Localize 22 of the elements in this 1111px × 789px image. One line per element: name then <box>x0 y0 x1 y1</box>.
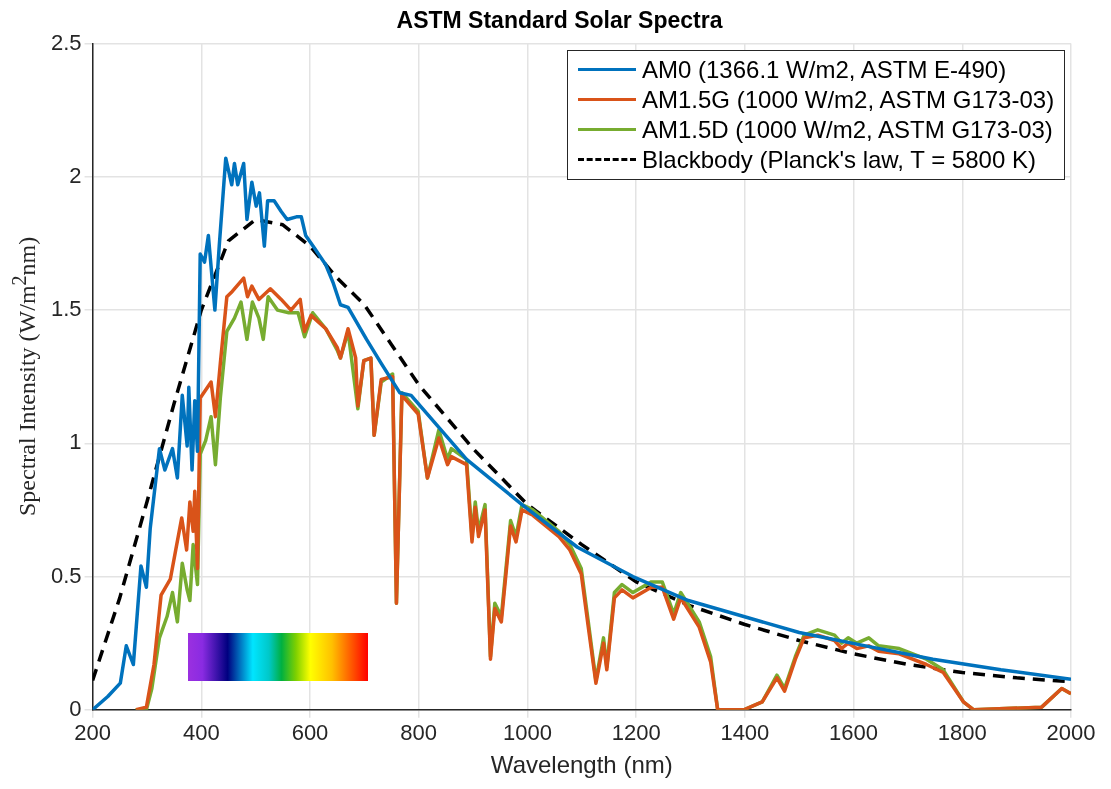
x-tick-label: 600 <box>291 720 329 746</box>
x-axis-title: Wavelength (nm) <box>490 751 673 779</box>
x-tick-label: 1200 <box>611 720 661 746</box>
legend-label: Blackbody (Planck's law, T = 5800 K) <box>642 145 1036 174</box>
x-tick-label: 200 <box>74 720 111 746</box>
y-tick-label: 1 <box>69 429 82 455</box>
x-tick-label: 1800 <box>937 720 987 746</box>
y-tick-label: 2.5 <box>50 29 82 55</box>
y-tick-label: 1.5 <box>50 296 82 322</box>
y-tick-label: 0 <box>69 695 82 721</box>
legend-label: AM0 (1366.1 W/m2, ASTM E-490) <box>642 55 1007 84</box>
x-tick-label: 1400 <box>720 720 770 746</box>
legend-label: AM1.5D (1000 W/m2, ASTM G173-03) <box>642 115 1053 144</box>
legend-label: AM1.5G (1000 W/m2, ASTM G173-03) <box>642 85 1055 114</box>
x-tick-label: 800 <box>400 720 438 746</box>
x-tick-label: 2000 <box>1046 720 1096 746</box>
x-tick-label: 400 <box>182 720 220 746</box>
y-tick-label: 0.5 <box>50 562 82 588</box>
x-tick-label: 1600 <box>829 720 879 746</box>
chart-title: ASTM Standard Solar Spectra <box>396 7 723 34</box>
y-tick-label: 2 <box>69 162 82 188</box>
x-tick-label: 1000 <box>502 720 552 746</box>
